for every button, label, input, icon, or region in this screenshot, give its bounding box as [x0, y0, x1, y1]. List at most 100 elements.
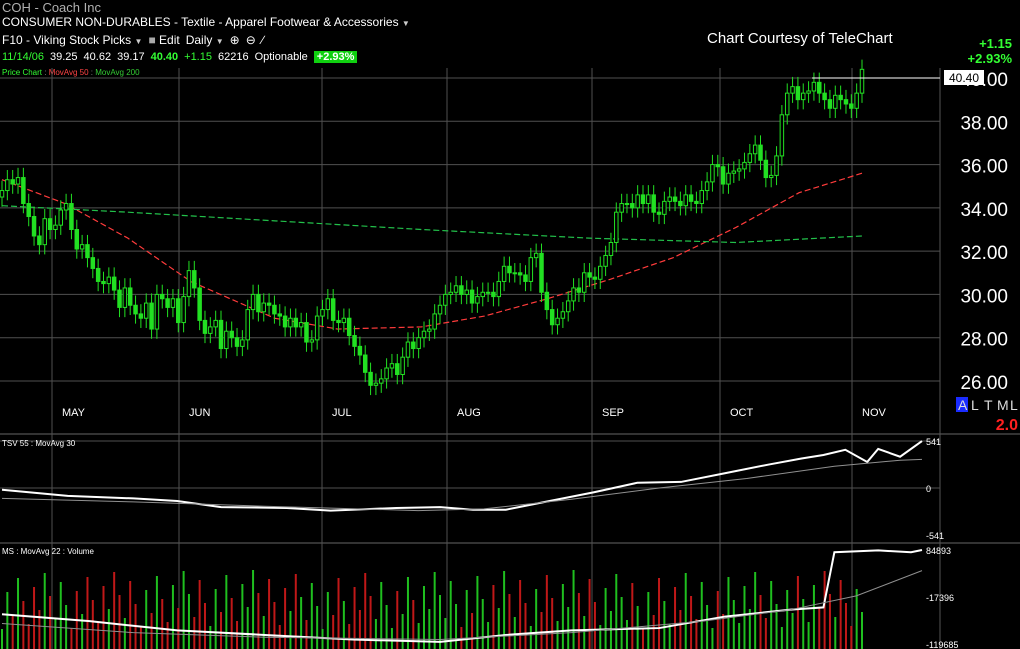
candle-body: [245, 309, 250, 341]
candle-body: [218, 319, 224, 350]
volume-bar: [519, 580, 522, 649]
edit-button[interactable]: ■ Edit: [148, 33, 179, 47]
candle-body: [357, 345, 363, 356]
volume-bar: [545, 575, 548, 649]
volume-bar: [855, 589, 858, 649]
volume-bar: [214, 589, 217, 649]
candle-body: [330, 298, 336, 321]
volume-bar: [572, 570, 575, 649]
candle-body: [69, 203, 74, 230]
volume-bar: [551, 598, 554, 649]
candle-body: [421, 330, 427, 339]
candle-body: [469, 289, 475, 304]
volume-bar: [203, 603, 206, 649]
x-tick-label: OCT: [730, 407, 754, 419]
tsv-tick-label: -541: [926, 531, 944, 541]
candle-body: [208, 326, 213, 334]
candle-body: [688, 194, 694, 202]
optionable-label: Optionable: [254, 51, 308, 63]
watchlist-selector[interactable]: F10 - Viking Stock Picks ▼: [2, 33, 142, 47]
candle-body: [5, 179, 10, 192]
ma200-legend: MovAvg 200: [95, 68, 140, 77]
period-selector[interactable]: Daily ▼: [186, 33, 224, 47]
volume-bar: [86, 577, 89, 649]
candle-body: [587, 272, 592, 278]
volume-bar: [97, 623, 100, 649]
candle-body: [774, 155, 779, 176]
candle-body: [138, 313, 144, 319]
candle-body: [261, 302, 266, 313]
candle-body: [501, 265, 507, 282]
volume-bar: [828, 594, 831, 649]
volume-bar: [17, 578, 20, 649]
volume-bar: [385, 605, 388, 649]
ma50-legend: MovAvg 50: [48, 68, 89, 77]
volume-bar: [1, 629, 3, 649]
volume-bar: [647, 592, 650, 649]
volume-bar: [615, 574, 618, 649]
volume-bar: [567, 607, 570, 649]
candle-body: [362, 354, 368, 373]
candle-body: [581, 272, 587, 293]
volume-bar: [70, 628, 73, 649]
candle-body: [843, 99, 849, 105]
volume-bar: [294, 574, 297, 649]
sector-label: CONSUMER NON-DURABLES - Textile - Appare…: [2, 15, 399, 29]
volume-bar: [513, 617, 516, 649]
volume-bar: [59, 582, 62, 649]
volume-bar: [161, 599, 164, 649]
volume-bar: [844, 603, 847, 649]
candle-body: [491, 291, 496, 298]
volume-bar: [556, 621, 559, 649]
candle-body: [619, 203, 624, 213]
volume-bar: [54, 619, 57, 649]
candle-body: [624, 203, 630, 206]
draw-tool-icon[interactable]: ∕: [261, 33, 264, 47]
candle-body: [517, 272, 523, 276]
volume-bar: [465, 590, 468, 649]
volume-bar: [428, 609, 431, 649]
ms-legend: MS : MovAvg 22 : Volume: [2, 547, 94, 556]
candle-body: [240, 339, 245, 347]
candle-body: [694, 200, 699, 205]
candle-body: [539, 252, 544, 293]
price-legend: Price Chart : MovAvg 50 : MovAvg 200: [2, 68, 140, 77]
zoom-out-icon[interactable]: ⊖: [245, 33, 256, 47]
price-legend-label: Price Chart: [2, 68, 43, 77]
sector-selector[interactable]: CONSUMER NON-DURABLES - Textile - Appare…: [2, 15, 410, 29]
candle-body: [181, 296, 186, 324]
candle-body: [512, 272, 518, 275]
volume-bar: [743, 586, 746, 649]
volume-bar: [284, 588, 287, 649]
period-label: Daily: [185, 33, 213, 47]
scale-button: L: [971, 397, 979, 413]
y-tick-label: 32.00: [960, 243, 1008, 264]
candle-body: [122, 287, 128, 308]
y-tick-label: 28.00: [960, 330, 1008, 351]
volume-bar: [332, 615, 335, 649]
volume-bar: [711, 628, 714, 649]
ms-tick-label: 84893: [926, 546, 951, 556]
zoom-in-icon[interactable]: ⊕: [229, 33, 240, 47]
candle-body: [31, 216, 37, 237]
candle-body: [373, 382, 379, 386]
candle-body: [325, 298, 331, 311]
candle-body: [443, 293, 448, 306]
quote-open: 39.25: [50, 51, 78, 63]
right-change: +1.15: [979, 36, 1012, 51]
volume-bar: [252, 570, 255, 649]
y-tick-label: 30.00: [960, 286, 1008, 307]
volume-bar: [193, 617, 196, 649]
candle-body: [662, 200, 667, 215]
chevron-down-icon: ▼: [215, 37, 224, 46]
volume-bar: [102, 586, 105, 649]
volume-bar: [823, 571, 826, 649]
candle-body: [154, 293, 160, 330]
candle-body: [21, 177, 26, 205]
volume-bar: [786, 590, 789, 649]
volume-bar: [529, 626, 532, 649]
candle-body: [47, 218, 53, 231]
toolbar: F10 - Viking Stock Picks ▼ ■ Edit Daily …: [2, 33, 264, 47]
volume-bar: [433, 572, 436, 649]
